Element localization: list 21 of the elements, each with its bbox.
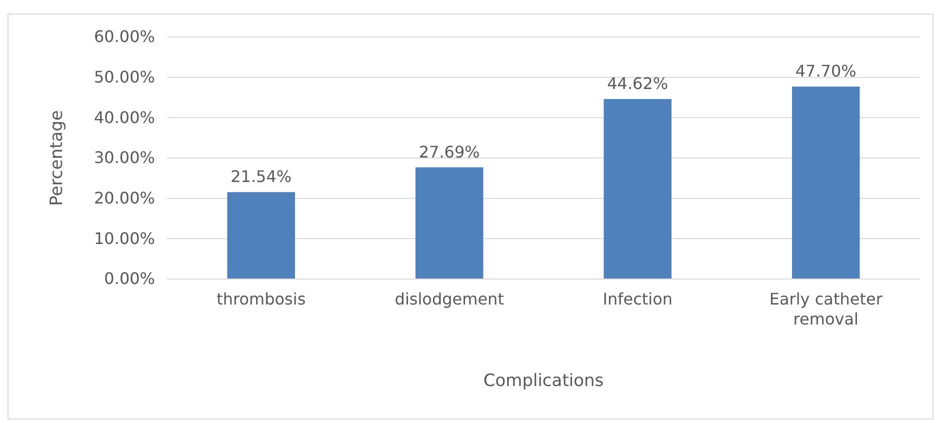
bar bbox=[415, 167, 484, 279]
y-tick-label: 10.00% bbox=[94, 228, 155, 248]
bar bbox=[604, 99, 672, 279]
data-label: 21.54% bbox=[230, 167, 292, 186]
y-tick-label: 60.00% bbox=[94, 27, 155, 46]
y-tick-label: 0.00% bbox=[104, 269, 155, 288]
y-tick-label: 20.00% bbox=[94, 188, 155, 208]
x-tick-label: dislodgement bbox=[394, 289, 504, 308]
x-tick-label: Early catheter removal bbox=[769, 289, 883, 328]
bar bbox=[792, 86, 860, 279]
x-tick-label: Infection bbox=[602, 289, 673, 308]
x-axis-title: Complications bbox=[483, 371, 604, 391]
y-tick-label: 50.00% bbox=[94, 67, 155, 86]
data-label: 44.62% bbox=[607, 74, 668, 94]
y-tick-label: 30.00% bbox=[94, 148, 155, 168]
x-tick-label: thrombosis bbox=[216, 289, 306, 308]
data-label: 47.70% bbox=[795, 62, 856, 81]
y-tick-label: 40.00% bbox=[94, 108, 155, 127]
y-axis-title: Percentage bbox=[47, 110, 67, 206]
bar bbox=[227, 192, 296, 279]
data-label: 27.69% bbox=[418, 142, 480, 162]
